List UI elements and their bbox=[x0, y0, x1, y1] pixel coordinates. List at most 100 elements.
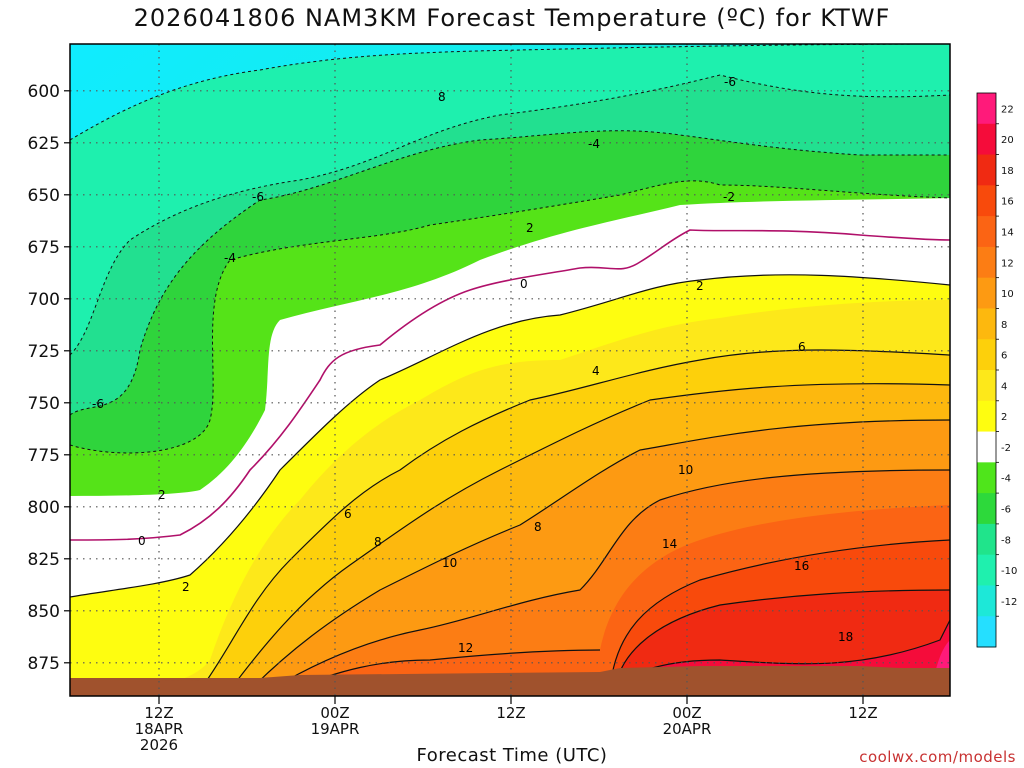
colorbar-label: -4 bbox=[1001, 474, 1011, 485]
colorbar-label: -8 bbox=[1001, 535, 1011, 546]
colorbar-label: -10 bbox=[1001, 566, 1017, 577]
contour-2 bbox=[70, 274, 950, 598]
colorbar-label: 22 bbox=[1001, 104, 1014, 115]
contour-label: 2 bbox=[158, 488, 166, 502]
colorbar-swatch bbox=[977, 400, 996, 433]
colorbar-label: 8 bbox=[1001, 320, 1007, 331]
y-tick-label: 700 bbox=[28, 290, 60, 310]
y-tick-label: 775 bbox=[28, 446, 60, 466]
credit-link[interactable]: coolwx.com/models bbox=[859, 748, 1016, 766]
colorbar-swatch bbox=[977, 93, 996, 125]
contour-4 bbox=[199, 349, 950, 691]
colorbar-swatch bbox=[977, 246, 996, 279]
terrain bbox=[70, 678, 950, 696]
contour-label: 18 bbox=[838, 630, 853, 644]
contour-label: -6 bbox=[92, 397, 104, 411]
contour-minus8 bbox=[70, 44, 950, 141]
contour-label: -6 bbox=[252, 190, 264, 204]
contour-label: -6 bbox=[724, 75, 736, 89]
contour-label: 0 bbox=[520, 277, 528, 291]
colorbar-label: 16 bbox=[1001, 197, 1014, 208]
x-tick-label: 19APR bbox=[311, 720, 360, 738]
colorbar-swatch bbox=[977, 216, 996, 248]
contour-label: 10 bbox=[678, 463, 693, 477]
x-tick-label: 20APR bbox=[663, 720, 712, 738]
y-tick-label: 850 bbox=[28, 602, 60, 622]
colorbar-swatch bbox=[977, 277, 996, 309]
colorbar-swatch bbox=[977, 431, 996, 463]
y-tick-label: 725 bbox=[28, 342, 60, 362]
contour-label: -4 bbox=[588, 137, 600, 151]
x-tick-label: 00Z bbox=[672, 704, 701, 722]
contour-minus2 bbox=[70, 180, 950, 454]
y-tick-label: 875 bbox=[28, 654, 60, 674]
y-tick-label: 650 bbox=[28, 186, 60, 206]
contour-label: 12 bbox=[458, 641, 473, 655]
colorbar-label: 2 bbox=[1001, 412, 1007, 423]
contour-label: -4 bbox=[224, 251, 236, 265]
contour-0 bbox=[70, 229, 950, 541]
colorbar-label: -12 bbox=[1001, 597, 1017, 608]
colorbar: 22 20 18 16 14 12 10 8 6 4 2 -2 -4 -6 -8 -10 -12 bbox=[976, 92, 1017, 648]
y-tick-label: 800 bbox=[28, 498, 60, 518]
x-tick-label: 18APR bbox=[135, 720, 184, 738]
x-tick-label: 12Z bbox=[848, 704, 877, 722]
grid-lines bbox=[70, 44, 950, 696]
negative-contours bbox=[70, 44, 950, 454]
colorbar-label: 4 bbox=[1001, 381, 1007, 392]
colorbar-swatch bbox=[977, 123, 996, 156]
contour-14 bbox=[609, 539, 950, 691]
contour-label: 2 bbox=[696, 279, 704, 293]
y-tick-label: 625 bbox=[28, 134, 60, 154]
colorbar-swatch bbox=[977, 339, 996, 371]
colorbar-label: -6 bbox=[1001, 505, 1011, 516]
contour-label: 16 bbox=[794, 559, 809, 573]
plot-frame bbox=[69, 43, 951, 697]
contour-label: -2 bbox=[723, 190, 735, 204]
contour-label: 10 bbox=[442, 556, 457, 570]
contour-10 bbox=[269, 469, 950, 691]
contour-label: 2 bbox=[182, 580, 190, 594]
contour-label: 0 bbox=[138, 534, 146, 548]
colorbar-swatch bbox=[977, 308, 996, 340]
y-tick-label: 825 bbox=[28, 550, 60, 570]
x-tick-label: 12Z bbox=[496, 704, 525, 722]
colorbar-swatch bbox=[977, 154, 996, 186]
filled-contours bbox=[70, 44, 950, 696]
contour-minus4 bbox=[70, 130, 950, 416]
colorbar-swatch bbox=[977, 493, 996, 525]
contour-6 bbox=[229, 383, 950, 691]
contour-label: 4 bbox=[592, 364, 600, 378]
colorbar-swatch bbox=[977, 616, 996, 648]
contour-8 bbox=[249, 419, 950, 691]
contour-12 bbox=[289, 649, 601, 691]
colorbar-swatch bbox=[977, 462, 996, 494]
colorbar-label: 20 bbox=[1001, 135, 1014, 146]
colorbar-label: 12 bbox=[1001, 258, 1014, 269]
contour-label: 8 bbox=[534, 520, 542, 534]
colorbar-swatch bbox=[977, 370, 996, 402]
chart-title: 2026041806 NAM3KM Forecast Temperature (… bbox=[133, 4, 891, 32]
colorbar-swatch bbox=[977, 523, 996, 556]
colorbar-swatch bbox=[977, 185, 996, 217]
colorbar-swatch bbox=[977, 585, 996, 617]
x-tick-label: 00Z bbox=[320, 704, 349, 722]
contour-label: 6 bbox=[344, 507, 352, 521]
contour-minus6 bbox=[70, 74, 950, 356]
contour-label: 8 bbox=[374, 535, 382, 549]
colorbar-label: 10 bbox=[1001, 289, 1014, 300]
colorbar-label: 14 bbox=[1001, 228, 1014, 239]
contour-label: 2 bbox=[526, 221, 534, 235]
x-axis-label: Forecast Time (UTC) bbox=[416, 745, 608, 766]
colorbar-label: -2 bbox=[1001, 443, 1011, 454]
contour-label: 6 bbox=[798, 340, 806, 354]
y-tick-label: 750 bbox=[28, 394, 60, 414]
contour-label: 14 bbox=[662, 537, 677, 551]
terrain-edge bbox=[70, 666, 950, 681]
y-axis: 600 625 650 675 700 725 750 775 800 825 850 875 bbox=[28, 82, 70, 674]
colorbar-swatch bbox=[977, 554, 996, 586]
y-tick-label: 675 bbox=[28, 238, 60, 258]
colorbar-label: 18 bbox=[1001, 166, 1014, 177]
colorbar-label: 6 bbox=[1001, 351, 1007, 362]
